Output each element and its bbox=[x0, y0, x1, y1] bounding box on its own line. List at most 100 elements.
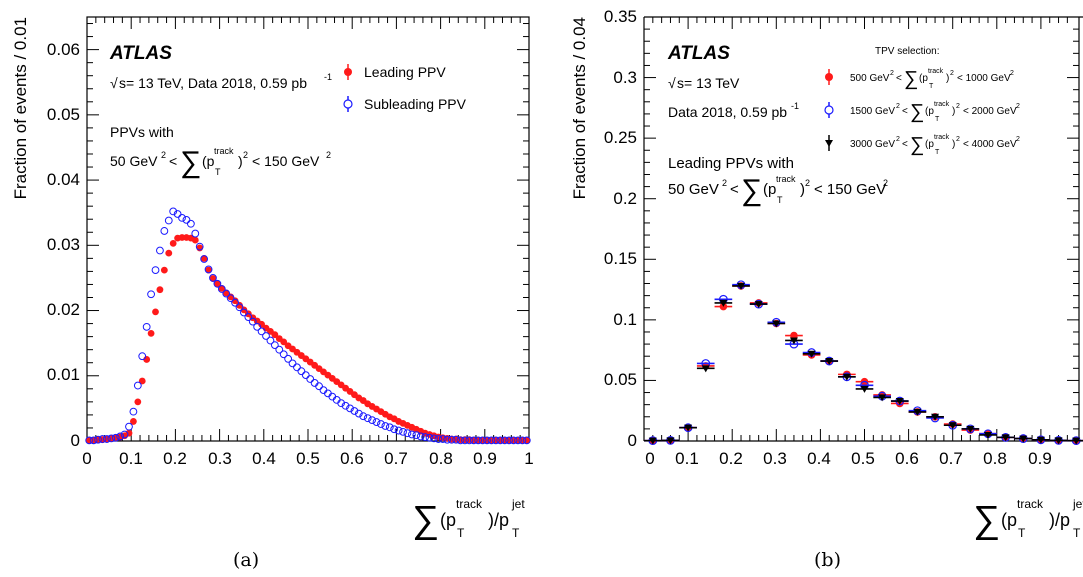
data-point-subleading bbox=[385, 423, 394, 432]
data-point-subleading bbox=[116, 432, 125, 441]
panel-a-selection-title: PPVs with bbox=[110, 124, 174, 140]
data-point-subleading bbox=[297, 367, 306, 376]
leg-close: ) bbox=[952, 139, 955, 150]
data-point-subleading bbox=[522, 436, 531, 445]
data-point-subleading bbox=[107, 434, 116, 443]
data-point-subleading bbox=[425, 433, 434, 442]
panel-a-xlabel: ∑ (p track T )/p jet T bbox=[412, 497, 525, 541]
data-point-leading bbox=[156, 286, 164, 294]
ytick-label: 0.15 bbox=[604, 249, 637, 268]
data-point-subleading bbox=[226, 294, 235, 303]
leg-lt: < bbox=[902, 106, 908, 117]
panel-a-ticks bbox=[86, 17, 530, 442]
data-point-subleading bbox=[381, 422, 390, 430]
data-point-3000 bbox=[913, 408, 922, 416]
xtick-label: 0.3 bbox=[208, 449, 232, 468]
data-point-3000 bbox=[966, 425, 975, 433]
data-point-subleading bbox=[142, 322, 151, 331]
ytick-label: 0.05 bbox=[47, 105, 80, 124]
data-point-3000 bbox=[1019, 435, 1028, 443]
data-point-leading bbox=[205, 266, 212, 274]
panel-a-ytick-labels: 0 0.01 0.02 0.03 0.04 0.05 0.06 bbox=[47, 40, 80, 450]
data-point-subleading bbox=[377, 420, 385, 428]
sum-symbol: ∑ bbox=[412, 499, 439, 541]
panel-b-ytick-labels: 0 0.05 0.1 0.15 0.2 0.25 0.3 0.35 bbox=[604, 7, 637, 450]
leg-suffix: < 1000 GeV bbox=[957, 73, 1011, 84]
data-point-subleading bbox=[394, 426, 403, 435]
panel-a-marks bbox=[85, 207, 531, 445]
leg-sup2: 2 bbox=[956, 103, 960, 110]
panel-b-selection-range: 50 GeV 2 < ∑ (p track T ) 2 < 150 GeV 2 bbox=[668, 174, 888, 207]
sel-sup2: 2 bbox=[243, 150, 248, 160]
data-point-subleading bbox=[363, 414, 372, 423]
xtick-label: 0.4 bbox=[252, 449, 276, 468]
xtick-label: 0.2 bbox=[163, 449, 187, 468]
data-point-subleading bbox=[195, 242, 204, 251]
data-point-3000 bbox=[684, 424, 693, 432]
data-point-leading bbox=[134, 398, 142, 406]
data-point-3000 bbox=[648, 437, 657, 445]
panel-b-ylabel: Fraction of events / 0.04 bbox=[570, 17, 589, 199]
data-point-subleading bbox=[368, 416, 376, 425]
data-point-subleading bbox=[412, 431, 421, 440]
data-point-subleading bbox=[217, 285, 226, 293]
xtick-label: 0.9 bbox=[473, 449, 497, 468]
data-point-subleading bbox=[514, 436, 522, 445]
panel-b-data: Data 2018, 0.59 pb bbox=[668, 104, 787, 120]
legend-title: TPV selection: bbox=[875, 46, 939, 57]
panel-a-energy: s= 13 TeV, Data 2018, 0.59 pb bbox=[119, 75, 307, 91]
xlabel-track-sup: track bbox=[1017, 497, 1044, 511]
data-point-subleading bbox=[191, 229, 200, 238]
sel-close: ) bbox=[238, 153, 243, 169]
data-point-subleading bbox=[94, 435, 102, 444]
leg-sup: 2 bbox=[896, 136, 900, 143]
data-point-3000 bbox=[807, 350, 816, 358]
ytick-label: 0 bbox=[628, 431, 637, 450]
panel-b-xtick-labels: 0 0.1 0.2 0.3 0.4 0.5 0.6 0.7 0.8 0.9 bbox=[645, 449, 1052, 468]
data-point-3000 bbox=[719, 299, 728, 307]
xtick-label: 0.7 bbox=[939, 449, 963, 468]
xtick-label: 0 bbox=[645, 449, 654, 468]
xtick-label: 0.4 bbox=[807, 449, 831, 468]
data-point-subleading bbox=[89, 436, 98, 445]
panel-b-energy: s= 13 TeV bbox=[677, 75, 740, 91]
data-point-leading bbox=[240, 306, 248, 314]
leg-prefix: 1500 GeV bbox=[850, 106, 895, 117]
xlabel-T-sub: T bbox=[1018, 526, 1026, 540]
data-point-leading bbox=[231, 297, 239, 305]
leg-track: track bbox=[928, 68, 944, 75]
sum-symbol: ∑ bbox=[180, 146, 201, 179]
data-point-leading bbox=[258, 320, 265, 328]
leg-prefix: 3000 GeV bbox=[850, 139, 895, 150]
data-point-subleading bbox=[456, 436, 465, 445]
leg-close: ) bbox=[952, 106, 955, 117]
ytick-label: 0.35 bbox=[604, 7, 637, 26]
caption-a: (a) bbox=[233, 549, 259, 571]
data-point-subleading bbox=[518, 436, 527, 445]
data-point-subleading bbox=[403, 429, 412, 438]
legend-marker-leading bbox=[344, 68, 352, 76]
data-point-leading bbox=[191, 236, 199, 244]
xlabel-rest: )/p bbox=[488, 510, 509, 530]
data-point-subleading bbox=[474, 436, 483, 445]
data-point-leading bbox=[236, 301, 243, 309]
xlabel-T-sub2: T bbox=[1073, 526, 1081, 540]
data-point-leading bbox=[125, 429, 133, 437]
xtick-label: 0.5 bbox=[851, 449, 875, 468]
data-point-subleading bbox=[421, 433, 430, 441]
data-point-subleading bbox=[430, 434, 438, 443]
xtick-label: 0.8 bbox=[983, 449, 1007, 468]
xtick-label: 0.1 bbox=[119, 449, 143, 468]
data-point-subleading bbox=[240, 308, 248, 317]
data-point-subleading bbox=[98, 435, 107, 443]
data-point-leading bbox=[218, 284, 226, 292]
data-point-3000 bbox=[1001, 434, 1010, 442]
data-point-subleading bbox=[169, 207, 178, 216]
data-point-3000 bbox=[895, 398, 904, 406]
sel-lt: < bbox=[169, 153, 177, 169]
data-point-subleading bbox=[315, 382, 323, 391]
data-point-subleading bbox=[284, 354, 293, 363]
sel-close: ) bbox=[800, 181, 805, 198]
data-point-subleading bbox=[469, 436, 478, 445]
data-point-subleading bbox=[483, 436, 491, 445]
